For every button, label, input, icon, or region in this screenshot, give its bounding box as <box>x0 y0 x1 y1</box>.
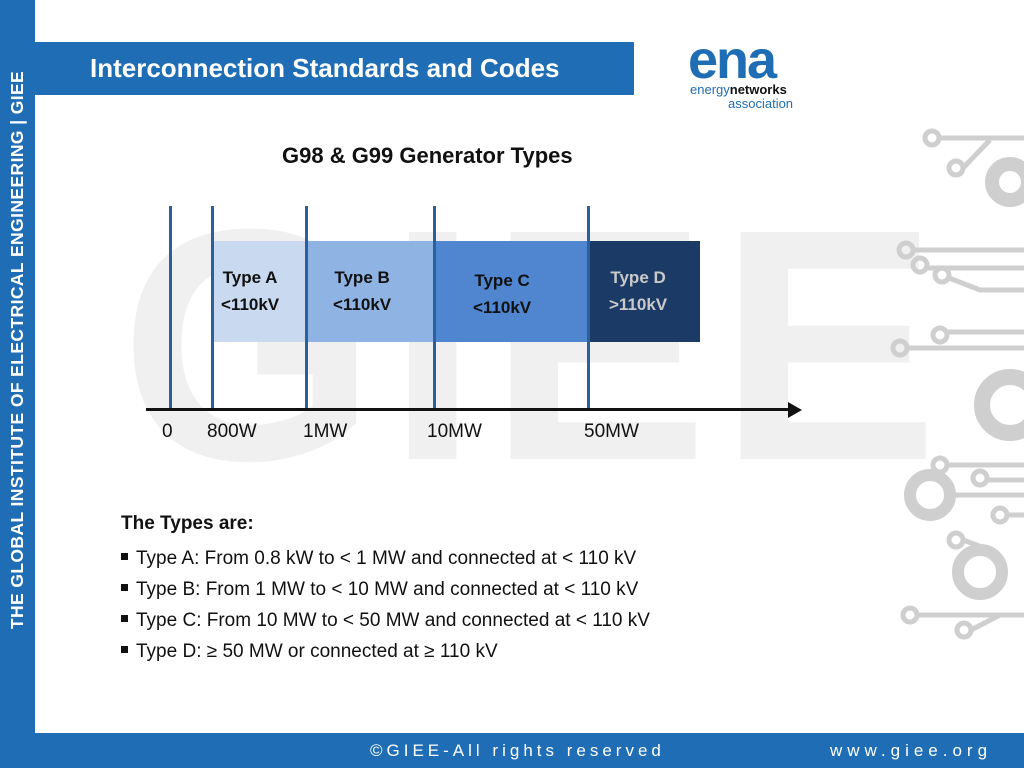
types-list: Type A: From 0.8 kW to < 1 MW and connec… <box>121 543 650 667</box>
axis-label: 50MW <box>584 421 639 442</box>
side-brand-bar <box>0 0 35 733</box>
list-item: Type C: From 10 MW to < 50 MW and connec… <box>121 605 650 636</box>
boundary-line-0 <box>169 206 172 410</box>
band-label-type-a: Type A <110kV <box>221 268 280 314</box>
band-type-d <box>589 241 700 342</box>
logo-wordmark: ena <box>688 30 777 90</box>
band-label-type-c: Type C <110kV <box>473 271 532 317</box>
list-item: Type A: From 0.8 kW to < 1 MW and connec… <box>121 543 650 574</box>
axis-arrow-icon <box>788 402 802 418</box>
footer-website-link[interactable]: www.giee.org <box>830 741 993 760</box>
band-label-type-b: Type B <110kV <box>333 268 392 314</box>
logo-line1: energynetworks <box>690 82 787 97</box>
boundary-line-50mw <box>587 206 590 410</box>
page-title: Interconnection Standards and Codes <box>90 53 560 83</box>
side-brand-text: THE GLOBAL INSTITUTE OF ELECTRICAL ENGIN… <box>7 70 27 630</box>
types-heading: The Types are: <box>121 513 254 534</box>
axis-label: 800W <box>207 421 257 442</box>
boundary-line-800w <box>211 206 214 410</box>
title-bar <box>35 42 634 95</box>
bullet-icon <box>121 646 128 654</box>
logo-line2: association <box>728 96 794 111</box>
diagram-title: G98 & G99 Generator Types <box>282 143 573 168</box>
bullet-icon <box>121 584 128 592</box>
circuit-decoration <box>890 128 1024 640</box>
ena-logo: ena energynetworks association <box>688 30 808 112</box>
power-axis <box>146 408 791 411</box>
footer-bar <box>0 733 1024 768</box>
axis-label: 0 <box>162 421 173 442</box>
band-type-c <box>435 241 589 342</box>
boundary-line-1mw <box>305 206 308 410</box>
bullet-icon <box>121 615 128 623</box>
axis-label: 1MW <box>303 421 348 442</box>
list-item: Type B: From 1 MW to < 10 MW and connect… <box>121 574 650 605</box>
axis-label: 10MW <box>427 421 482 442</box>
giee-watermark: GIEE <box>120 160 949 529</box>
band-label-type-d: Type D >110kV <box>609 268 668 314</box>
footer-copyright: ©GIEE-All rights reserved <box>370 741 665 760</box>
band-type-a <box>213 241 307 342</box>
band-type-b <box>307 241 435 342</box>
boundary-line-10mw <box>433 206 436 410</box>
bullet-icon <box>121 553 128 561</box>
list-item: Type D: ≥ 50 MW or connected at ≥ 110 kV <box>121 636 650 667</box>
